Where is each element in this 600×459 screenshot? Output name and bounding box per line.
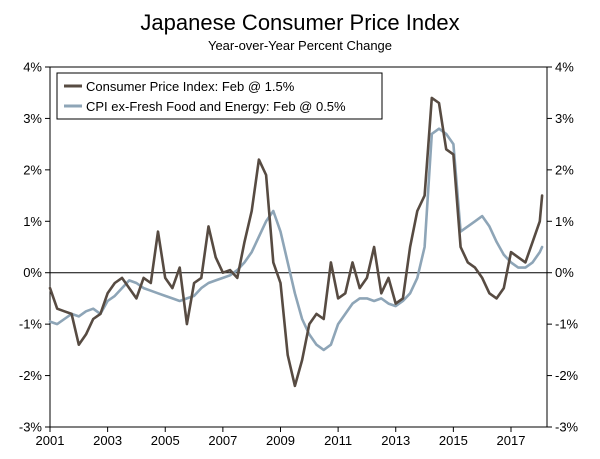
y-tick-label-left: 1% bbox=[23, 214, 42, 229]
y-tick-label-right: -1% bbox=[555, 317, 579, 332]
y-tick-label-left: 0% bbox=[23, 265, 42, 280]
series-line-core-cpi bbox=[48, 127, 544, 352]
x-tick-label: 2007 bbox=[208, 433, 237, 448]
y-tick-label-right: 1% bbox=[555, 214, 574, 229]
x-tick-label: 2009 bbox=[266, 433, 295, 448]
y-tick-label-right: -2% bbox=[555, 368, 579, 383]
x-tick-label: 2017 bbox=[497, 433, 526, 448]
y-tick-label-left: 2% bbox=[23, 162, 42, 177]
x-tick-label: 2003 bbox=[93, 433, 122, 448]
y-tick-label-left: 4% bbox=[23, 60, 42, 75]
x-tick-label: 2005 bbox=[151, 433, 180, 448]
y-tick-label-right: 4% bbox=[555, 60, 574, 75]
x-tick-label: 2013 bbox=[381, 433, 410, 448]
series-lines bbox=[48, 96, 544, 388]
y-axis-right: -3% -2% -1% 0% 1% 2% 3% 4% bbox=[547, 60, 579, 435]
y-tick-label-left: 3% bbox=[23, 111, 42, 126]
y-tick-label-left: -2% bbox=[19, 368, 43, 383]
legend: Consumer Price Index: Feb @ 1.5% CPI ex-… bbox=[56, 72, 383, 120]
legend-box bbox=[56, 72, 383, 120]
chart-title: Japanese Consumer Price Index bbox=[140, 10, 459, 35]
x-axis: 2001 2003 2005 2007 2009 2011 2013 2015 2017 bbox=[36, 427, 526, 448]
x-tick-label: 2015 bbox=[439, 433, 468, 448]
legend-label-core-cpi: CPI ex-Fresh Food and Energy: Feb @ 0.5% bbox=[86, 99, 346, 114]
x-tick-label: 2001 bbox=[36, 433, 65, 448]
y-tick-label-left: -1% bbox=[19, 317, 43, 332]
y-tick-label-right: 0% bbox=[555, 265, 574, 280]
series-line-cpi bbox=[48, 96, 544, 388]
chart-subtitle: Year-over-Year Percent Change bbox=[208, 38, 392, 53]
legend-label-cpi: Consumer Price Index: Feb @ 1.5% bbox=[86, 79, 295, 94]
y-tick-label-left: -3% bbox=[19, 420, 43, 435]
y-tick-label-right: 2% bbox=[555, 162, 574, 177]
y-tick-label-right: -3% bbox=[555, 420, 579, 435]
x-tick-label: 2011 bbox=[324, 433, 352, 448]
y-axis-left: -3% -2% -1% 0% 1% 2% 3% 4% bbox=[19, 60, 50, 435]
plot-area-frame bbox=[49, 66, 548, 428]
y-tick-label-right: 3% bbox=[555, 111, 574, 126]
